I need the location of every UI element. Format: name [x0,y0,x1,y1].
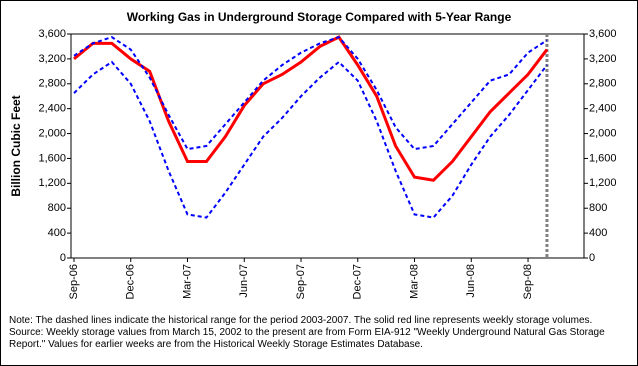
y-tick-label: 400 [48,227,66,239]
series-line [73,60,548,219]
y-tick-label: 0 [60,252,66,264]
series-line [73,35,548,151]
y-tick-label: 3,600 [38,28,66,40]
y2-tick-label: 1,200 [589,177,617,189]
y-tick-label: 1,600 [38,152,66,164]
y2-tick-label: 2,800 [589,78,617,90]
y2-tick-label: 0 [589,252,595,264]
plot-frame [70,33,585,259]
y2-tick-label: 3,200 [589,53,617,65]
x-tick-label: Jun-07 [238,264,250,298]
y-tick-label: 2,800 [38,78,66,90]
y2-tick-label: 400 [589,227,607,239]
x-tick-label: Sep-08 [522,264,534,299]
x-tick-label: Sep-07 [295,264,307,299]
x-tick-label: Mar-07 [181,264,193,299]
x-tick-label: Mar-08 [408,264,420,299]
note: Note: The dashed lines indicate the hist… [9,315,605,350]
y2-tick-label: 800 [589,202,607,214]
y-tick-label: 1,200 [38,177,66,189]
y2-tick-label: 2,000 [589,127,617,139]
y2-tick-label: 2,400 [589,103,617,115]
x-tick-label: Dec-07 [352,264,364,299]
chart: Working Gas in Underground Storage Compa… [9,10,617,299]
y2-tick-label: 3,600 [589,28,617,40]
y-axis-label: Billion Cubic Feet [9,95,23,196]
y-tick-label: 3,200 [38,53,66,65]
x-tick-label: Sep-06 [68,264,80,299]
y-tick-label: 2,000 [38,127,66,139]
chart-title: Working Gas in Underground Storage Compa… [127,10,512,24]
y-tick-label: 800 [48,202,66,214]
x-tick-label: Dec-06 [125,264,137,299]
y-tick-label: 2,400 [38,103,66,115]
y2-tick-label: 1,600 [589,152,617,164]
x-tick-label: Jun-08 [465,264,477,298]
series-line [73,35,549,182]
